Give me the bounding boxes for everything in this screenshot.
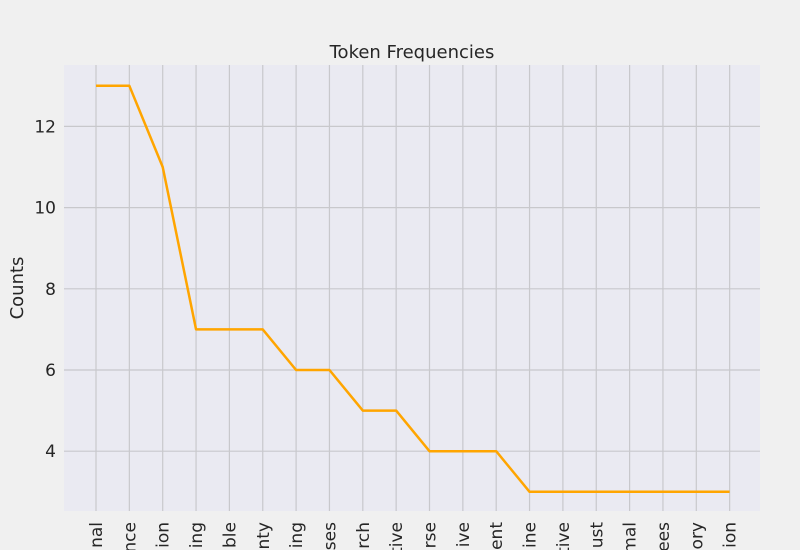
x-tick-label: tive <box>554 522 574 550</box>
x-tick-label: ses <box>320 522 340 550</box>
x-tick-label: nce <box>120 522 140 550</box>
y-tick-label: 12 <box>34 117 56 137</box>
x-tick-label: mal <box>621 522 641 550</box>
x-tick-label: ion <box>721 522 741 548</box>
x-tick-label: ive <box>454 522 474 547</box>
x-tick-label: ble <box>220 522 240 548</box>
y-tick-label: 10 <box>34 199 56 219</box>
x-tick-label: ing <box>287 522 307 548</box>
x-tick-label: ust <box>587 522 607 549</box>
y-gridlines <box>64 125 760 452</box>
x-tick-label: ent <box>487 522 507 550</box>
x-tick-label: ory <box>687 522 707 549</box>
y-tick-label: 4 <box>45 442 56 462</box>
x-tick-label: nal <box>87 522 107 548</box>
y-axis-label: Counts <box>7 257 28 320</box>
x-tick-label: rse <box>421 522 441 548</box>
x-tick-label: nty <box>254 522 274 550</box>
x-tick-labels: nal nce ion ing ble nty ing ses rch tive rse ive ent… <box>87 522 741 550</box>
y-tick-labels: 4 6 8 10 12 <box>34 117 56 462</box>
x-tick-label: ing <box>187 522 207 548</box>
y-tick-label: 8 <box>45 280 56 300</box>
x-tick-label: ees <box>654 522 674 550</box>
plot-area <box>64 65 760 511</box>
x-tick-label: ion <box>154 522 174 548</box>
x-tick-label: tive <box>387 522 407 550</box>
y-tick-label: 6 <box>45 361 56 381</box>
x-tick-label: rch <box>354 522 374 549</box>
series-line <box>96 84 730 494</box>
chart-title: Token Frequencies <box>329 42 495 63</box>
x-gridlines <box>95 65 731 511</box>
x-tick-label: ine <box>521 522 541 548</box>
